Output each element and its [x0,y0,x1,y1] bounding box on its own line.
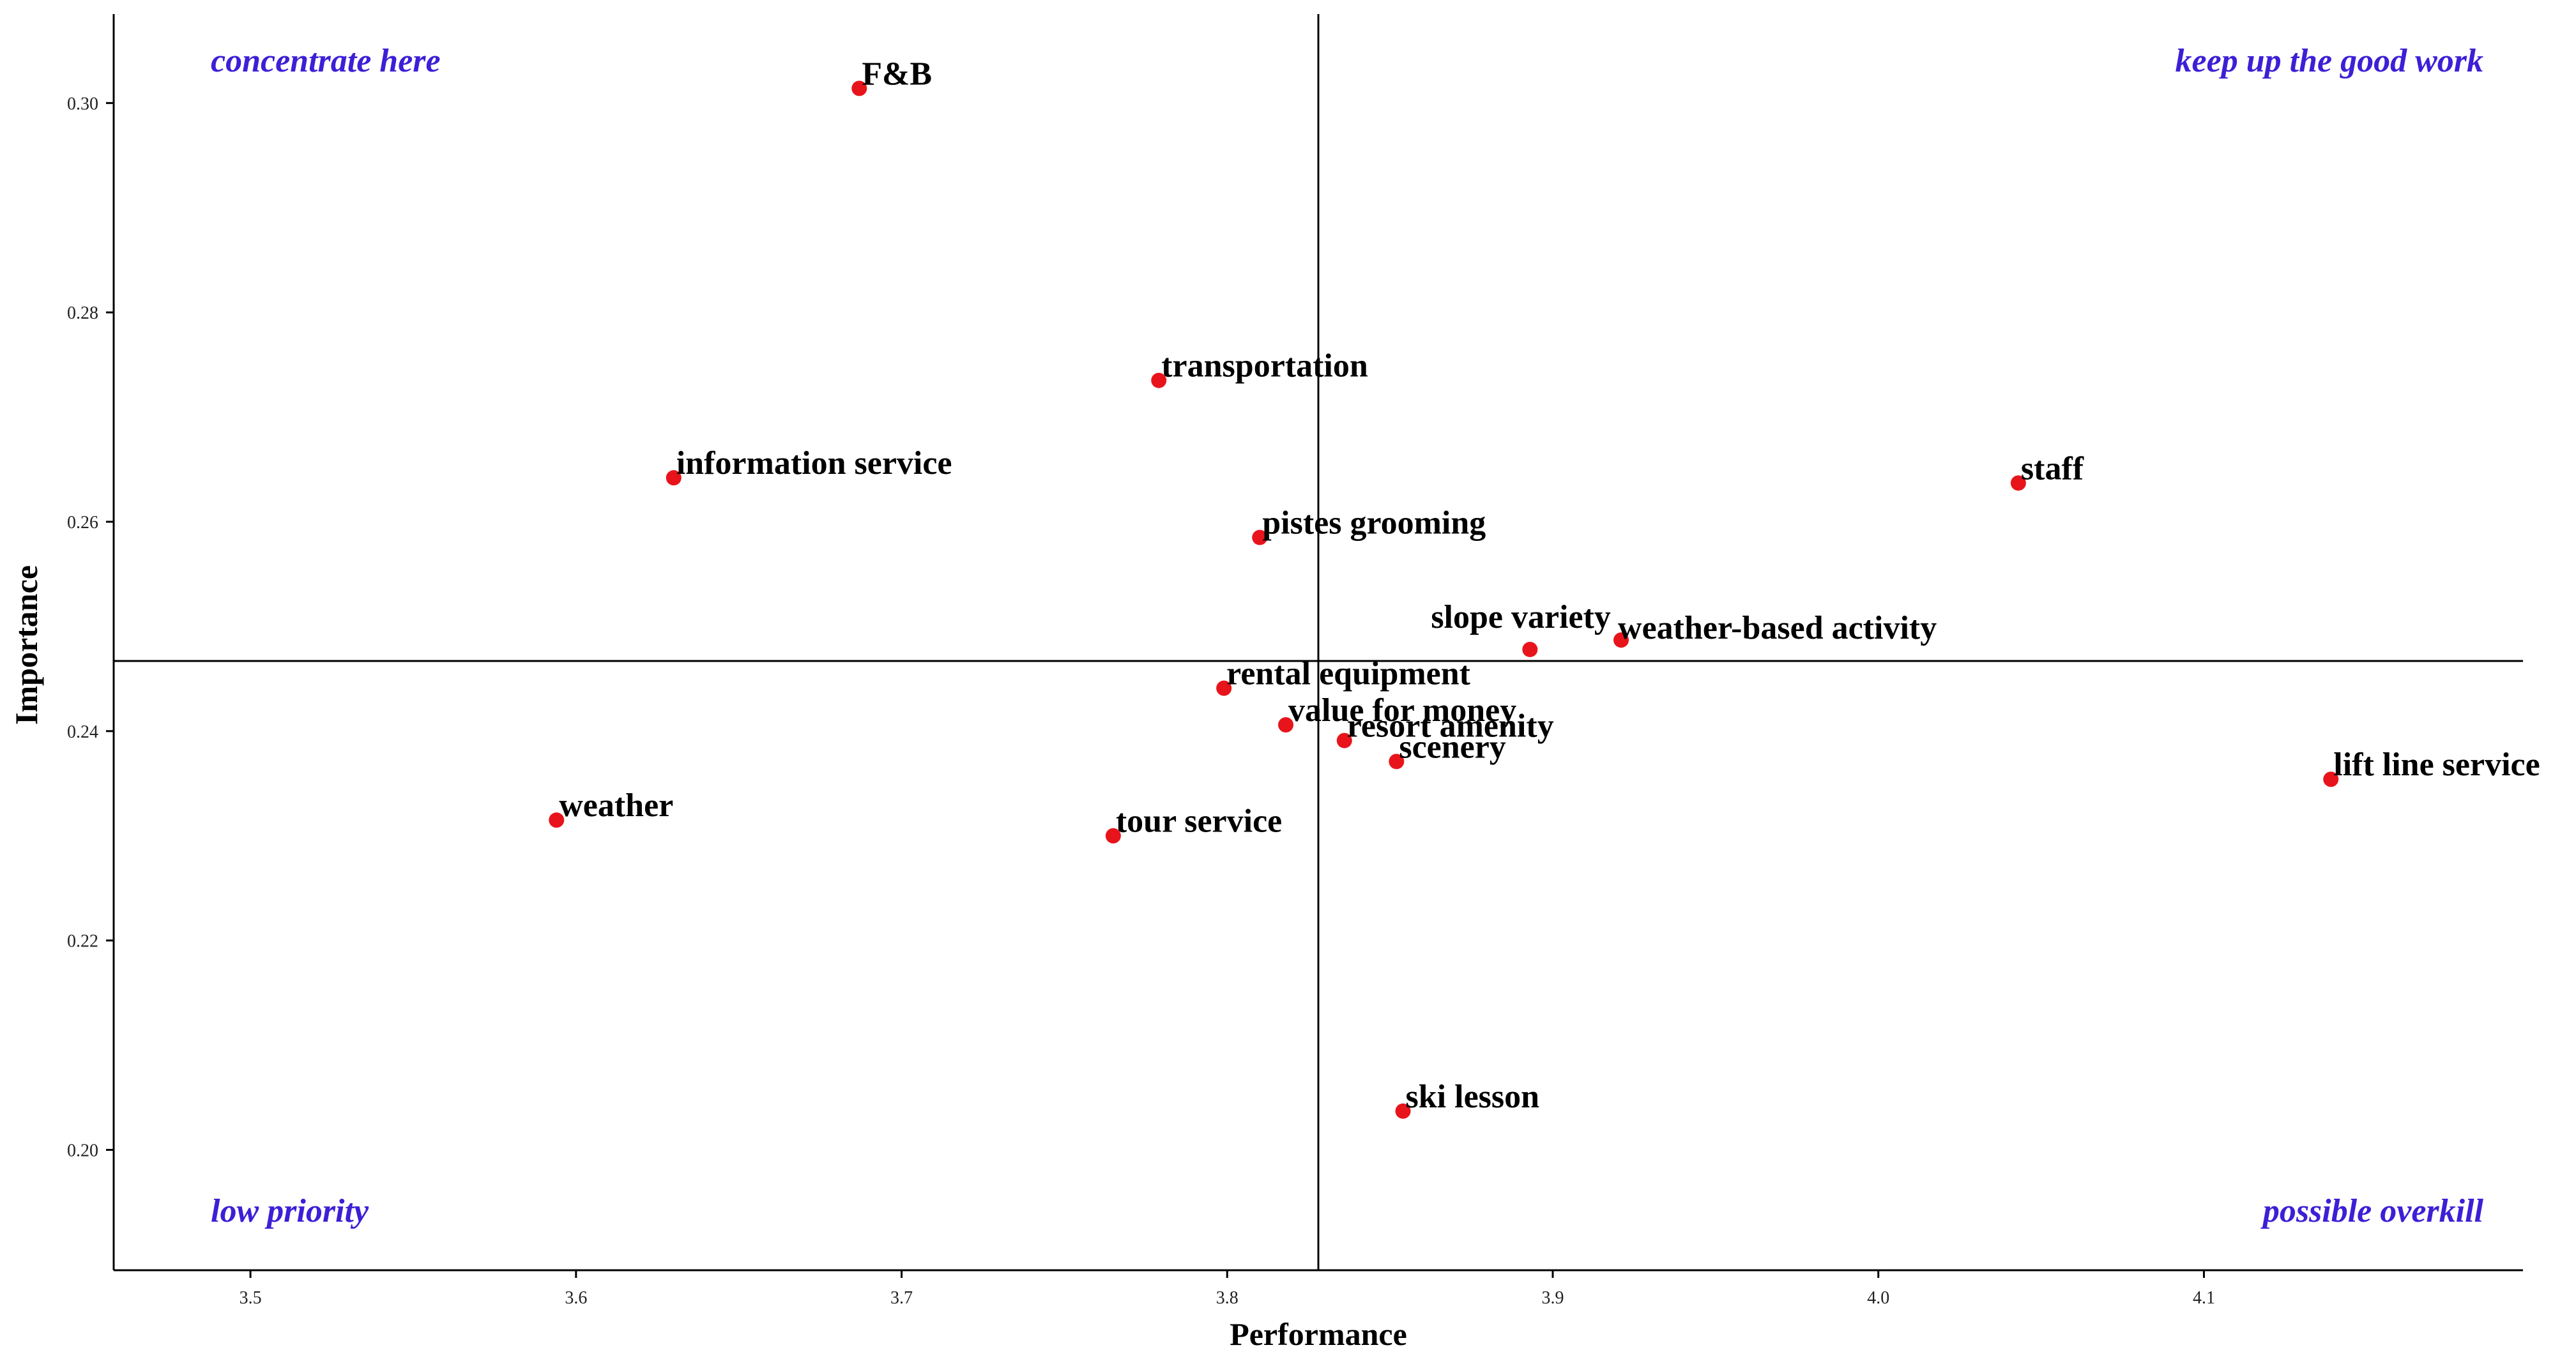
point-scenery [1389,754,1405,770]
y-axis-title: Importance [8,565,44,725]
point-value-for-money [1278,717,1294,733]
point-label-transportation: transportation [1161,348,1368,384]
point-fandb [851,80,867,96]
quadrant-label-top-left: concentrate here [211,43,441,79]
x-axis-title: Performance [1230,1316,1407,1352]
y-tick-label: 0.20 [67,1141,98,1160]
y-tick-label: 0.28 [67,303,98,323]
point-staff [2010,475,2026,491]
x-tick-label: 3.7 [890,1288,913,1308]
reference-lines [114,14,2523,1270]
point-label-weather: weather [559,787,673,824]
point-label-rental-equipment: rental equipment [1226,656,1471,692]
point-label-ski-lesson: ski lesson [1406,1079,1540,1115]
y-tick-label: 0.26 [67,513,98,533]
point-weather-based-activity [1613,632,1629,648]
point-labels: F&B transportation information service staf… [559,56,2540,1114]
x-tick-label: 3.8 [1216,1288,1238,1308]
point-label-resort-amenity: resort amenity [1347,708,1554,745]
y-tick-label: 0.24 [67,722,98,742]
point-label-staff: staff [2021,450,2084,487]
x-tick-label: 4.0 [1867,1288,1889,1308]
x-tick-label: 3.6 [565,1288,587,1308]
point-rental-equipment [1216,680,1232,696]
point-transportation [1151,372,1167,388]
point-label-information-service: information service [676,445,952,482]
point-pistes-grooming [1252,529,1268,545]
point-label-slope-variety: slope variety [1431,599,1611,635]
point-label-lift-line-service: lift line service [2333,747,2540,783]
data-points [549,80,2339,1119]
point-label-scenery: scenery [1399,729,1505,765]
point-ski-lesson [1395,1103,1411,1119]
point-resort-amenity [1336,733,1352,748]
point-information-service [666,470,682,486]
y-ticks: 0.20 0.22 0.24 0.26 0.28 0.30 [67,94,114,1160]
point-weather [549,812,565,828]
point-label-value-for-money: value for money [1288,692,1516,729]
x-ticks: 3.5 3.6 3.7 3.8 3.9 4.0 4.1 [240,1270,2215,1308]
point-label-pistes-grooming: pistes grooming [1262,505,1486,542]
point-lift-line-service [2323,771,2339,787]
point-slope-variety [1522,641,1538,657]
point-label-tour-service: tour service [1116,803,1282,840]
point-tour-service [1105,828,1121,844]
point-label-fandb: F&B [862,56,932,92]
quadrant-label-bottom-right: possible overkill [2260,1193,2484,1229]
y-tick-label: 0.22 [67,932,98,952]
x-tick-label: 3.5 [240,1288,262,1308]
quadrant-label-bottom-left: low priority [211,1193,369,1229]
y-tick-label: 0.30 [67,94,98,114]
point-label-weather-based-activity: weather-based activity [1618,610,1937,646]
x-tick-label: 3.9 [1542,1288,1564,1308]
quadrant-labels: concentrate here keep up the good work l… [211,43,2484,1229]
x-tick-label: 4.1 [2193,1288,2215,1308]
quadrant-label-top-right: keep up the good work [2176,43,2483,79]
